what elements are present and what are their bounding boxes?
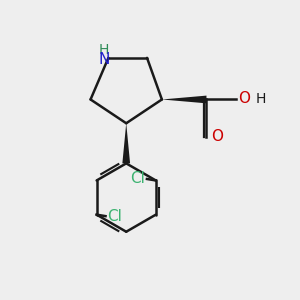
Text: N: N [98,52,110,67]
Text: O: O [211,129,223,144]
Text: H: H [99,44,109,57]
Polygon shape [162,96,206,103]
Polygon shape [122,123,130,164]
Text: Cl: Cl [107,208,122,224]
Text: H: H [256,92,266,106]
Text: O: O [238,92,250,106]
Text: Cl: Cl [130,172,146,187]
